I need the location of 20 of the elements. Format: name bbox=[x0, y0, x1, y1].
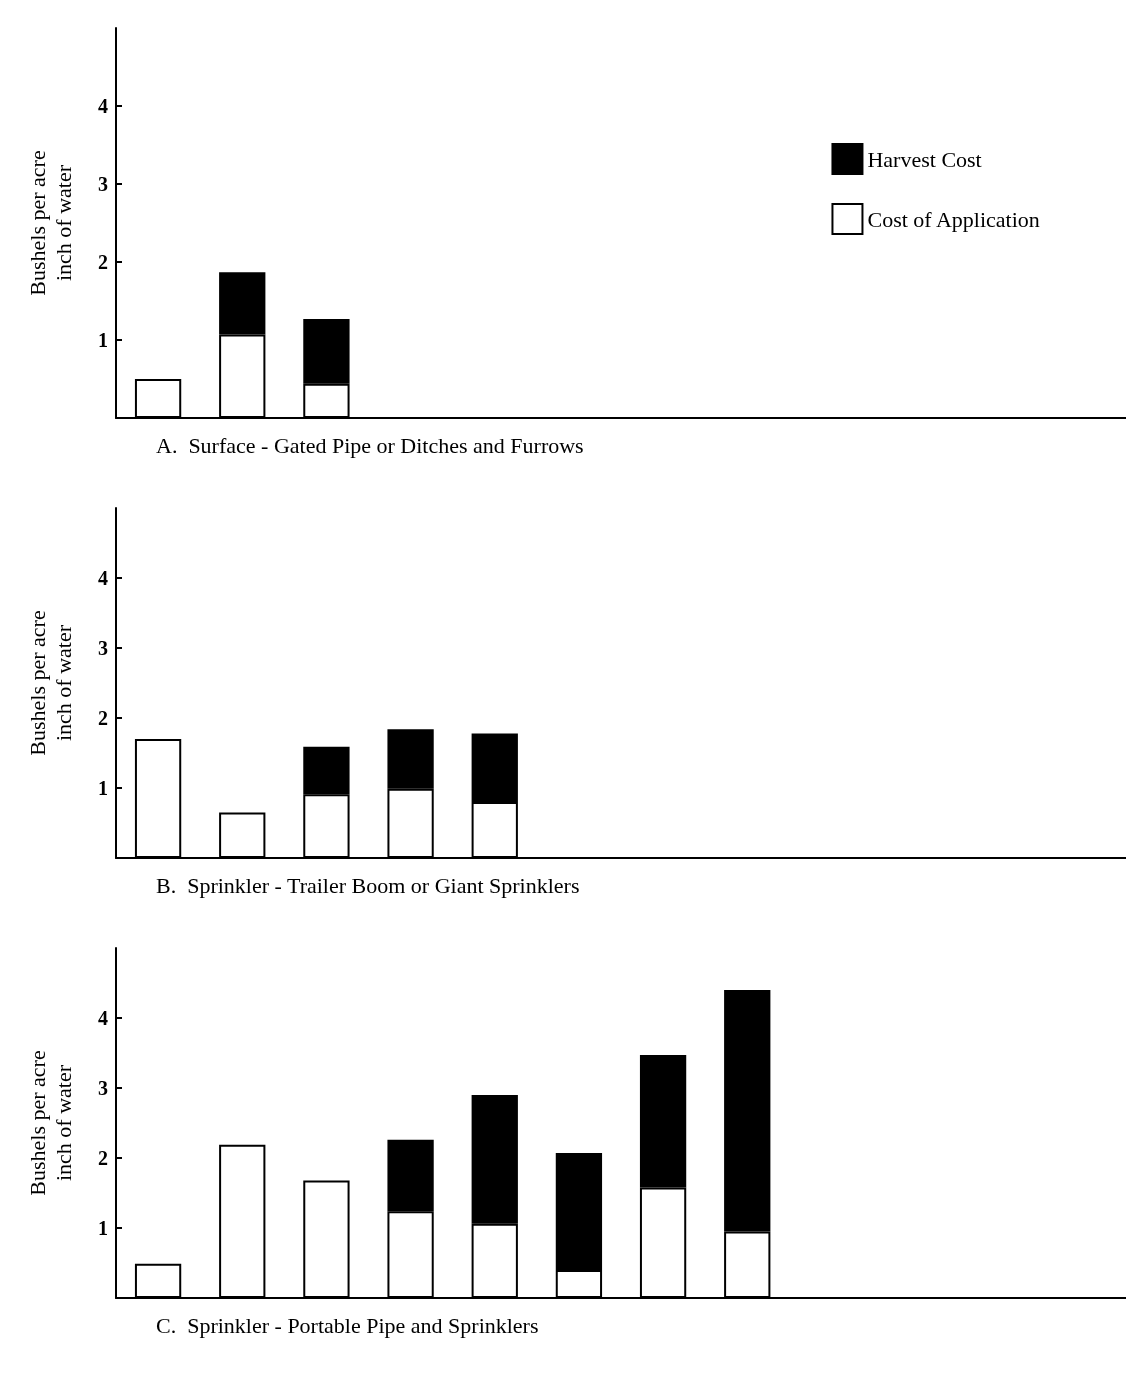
y-tick-label: 3 bbox=[98, 1077, 108, 1099]
y-tick-label: 4 bbox=[98, 567, 108, 589]
y-tick-label: 2 bbox=[98, 251, 108, 273]
y-tick-label: 4 bbox=[98, 95, 108, 117]
y-tick-label: 1 bbox=[98, 329, 108, 351]
y-tick-label: 4 bbox=[98, 1007, 108, 1029]
y-axis-title: Bushels per acre inch of water bbox=[24, 610, 76, 756]
y-axis-title: Bushels per acre inch of water bbox=[24, 150, 76, 296]
y-tick-label: 1 bbox=[98, 777, 108, 799]
legend-label: Harvest Cost bbox=[867, 146, 982, 172]
y-tick-label: 2 bbox=[98, 1147, 108, 1169]
legend-label: Cost of Application bbox=[867, 206, 1040, 232]
x-axis-title: B. Sprinkler - Trailer Boom or Giant Sprinklers bbox=[156, 872, 580, 898]
y-tick-label: 1 bbox=[98, 1217, 108, 1239]
y-tick-label: 2 bbox=[98, 707, 108, 729]
y-tick-label: 3 bbox=[98, 637, 108, 659]
y-axis-title: Bushels per acre inch of water bbox=[24, 1050, 76, 1196]
x-axis-title: A. Surface - Gated Pipe or Ditches and Furrows bbox=[156, 432, 584, 458]
y-tick-label: 3 bbox=[98, 173, 108, 195]
x-axis-title: C. Sprinkler - Portable Pipe and Sprinklers bbox=[156, 1312, 539, 1338]
